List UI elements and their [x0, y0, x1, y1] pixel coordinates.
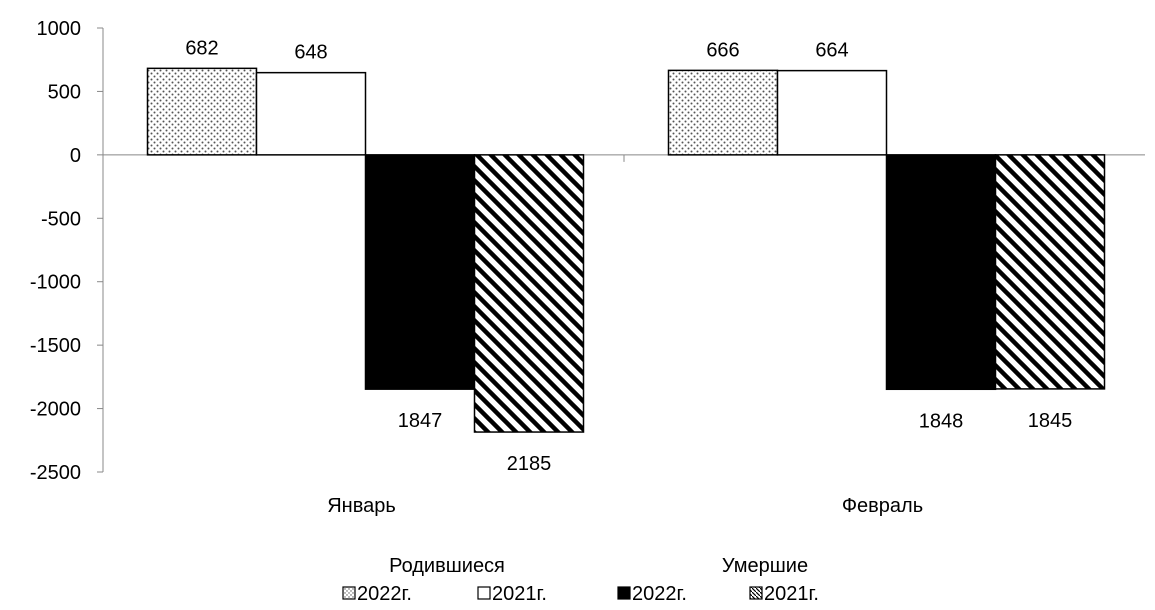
bar — [364, 154, 476, 390]
y-tick-label: -1500 — [30, 335, 81, 357]
legend-group-title: Родившиеся — [389, 555, 505, 577]
category-labels: Январь Февраль — [327, 495, 923, 517]
bar — [146, 67, 258, 156]
legend-swatch — [477, 586, 491, 600]
legend-entry: 2021г. — [492, 583, 547, 605]
category-label: Январь — [327, 495, 396, 517]
bar — [255, 71, 367, 156]
data-label: 666 — [706, 39, 739, 61]
y-tick-label: 500 — [48, 81, 81, 103]
category-label: Февраль — [842, 495, 923, 517]
y-tick-label: -500 — [41, 208, 81, 230]
bar — [473, 154, 585, 433]
data-label: 2185 — [507, 453, 552, 475]
legend-swatch — [749, 586, 763, 600]
bar — [885, 154, 997, 391]
data-label: 682 — [185, 37, 218, 59]
y-tick-label: 0 — [70, 145, 81, 167]
y-tick-label: 1000 — [37, 18, 82, 40]
legend-entry: 2021г. — [764, 583, 819, 605]
data-labels: 682 648 1847 2185 666 664 1848 1845 — [185, 37, 1072, 475]
legend: Родившиеся Умершие 2022г. 2021г. 2022г. 2021г… — [342, 555, 819, 605]
y-tick-label: -2500 — [30, 462, 81, 484]
legend-swatch — [342, 586, 356, 600]
legend-entry: 2022г. — [357, 583, 412, 605]
bars — [146, 67, 1106, 433]
y-tick-label: -2000 — [30, 399, 81, 421]
data-label: 1847 — [398, 410, 443, 432]
data-label: 648 — [294, 42, 327, 64]
y-tick-label: -1000 — [30, 272, 81, 294]
data-label: 664 — [815, 40, 848, 62]
data-label: 1845 — [1028, 410, 1073, 432]
legend-group-title: Умершие — [722, 555, 808, 577]
bar — [667, 69, 779, 156]
legend-swatch — [617, 586, 631, 600]
bar — [776, 69, 888, 156]
data-label: 1848 — [919, 410, 964, 432]
legend-entry: 2022г. — [632, 583, 687, 605]
bar — [994, 154, 1106, 390]
